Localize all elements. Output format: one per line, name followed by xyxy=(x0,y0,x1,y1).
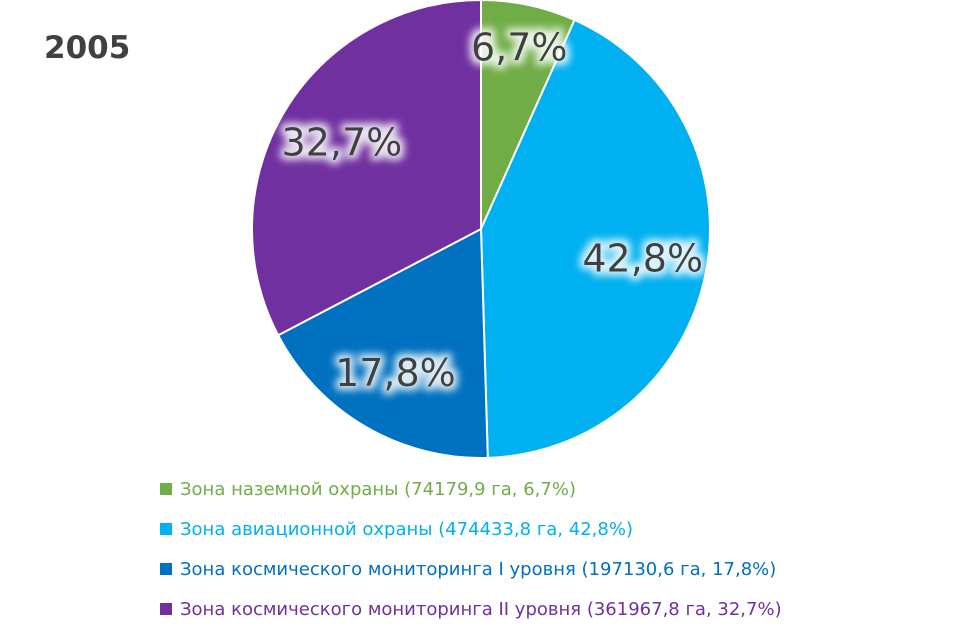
legend-item: Зона наземной охраны (74179,9 га, 6,7%) xyxy=(160,476,782,502)
legend-label: Зона наземной охраны (74179,9 га, 6,7%) xyxy=(180,478,576,500)
legend: Зона наземной охраны (74179,9 га, 6,7%) … xyxy=(160,476,782,636)
legend-swatch xyxy=(160,563,172,575)
slice-percent-label: 6,7% xyxy=(471,25,568,69)
legend-label: Зона космического мониторинга II уровня … xyxy=(180,598,782,620)
slice-percent-label: 42,8% xyxy=(582,237,703,281)
slice-percent-label: 17,8% xyxy=(335,351,456,395)
pie-chart: 6,7% 42,8% 17,8% 32,7% xyxy=(251,0,711,459)
legend-item: Зона космического мониторинга I уровня (… xyxy=(160,556,782,582)
slice-percent-label: 32,7% xyxy=(282,120,403,164)
legend-swatch xyxy=(160,523,172,535)
legend-label: Зона авиационной охраны (474433,8 га, 42… xyxy=(180,518,633,540)
pie-slice xyxy=(276,227,489,459)
legend-swatch xyxy=(160,603,172,615)
pie-slice xyxy=(251,0,482,337)
legend-label: Зона космического мониторинга I уровня (… xyxy=(180,558,777,580)
legend-swatch xyxy=(160,483,172,495)
legend-item: Зона авиационной охраны (474433,8 га, 42… xyxy=(160,516,782,542)
legend-item: Зона космического мониторинга II уровня … xyxy=(160,596,782,622)
chart-title: 2005 xyxy=(44,30,131,66)
pie-slice xyxy=(479,18,711,459)
